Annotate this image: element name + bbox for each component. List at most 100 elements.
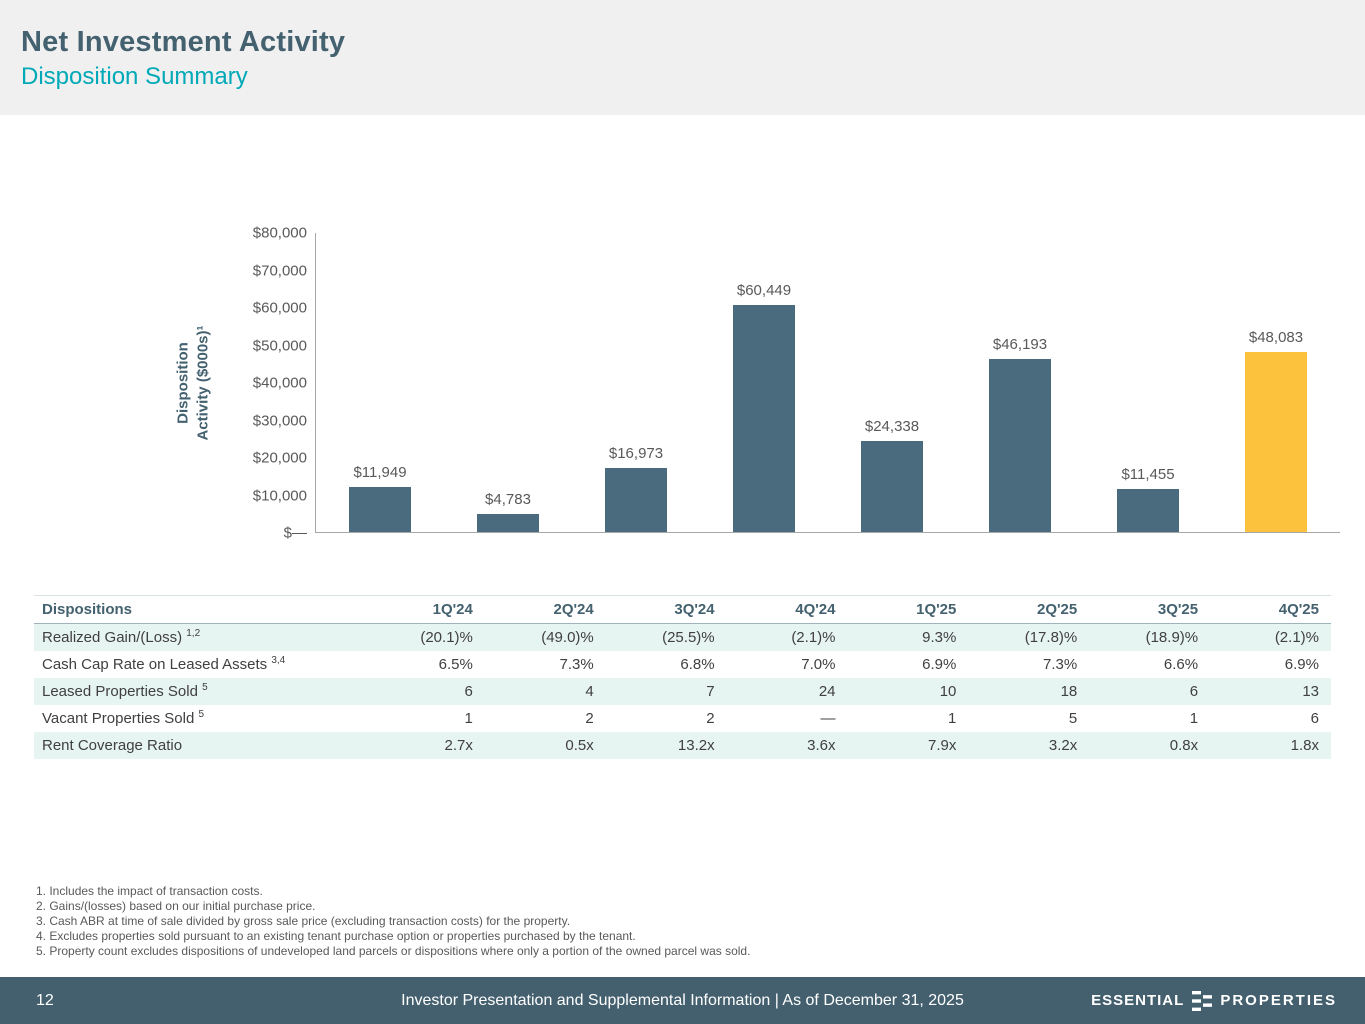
bar xyxy=(349,487,411,532)
table-cell: 7.3% xyxy=(1043,656,1078,673)
slide-footer: 12 Investor Presentation and Supplementa… xyxy=(0,977,1365,1024)
table-cell: 6.5% xyxy=(438,656,473,673)
table-cell: 1 xyxy=(1189,710,1199,727)
dispositions-table-section: Dispositions 1Q'24 2Q'24 3Q'24 4Q'24 1Q'25 2Q'… xyxy=(34,595,1331,759)
table-header-cell: 3Q'25 xyxy=(1089,595,1211,624)
table-body: Realized Gain/(Loss) 1,2 (20.1)% (49.0)% (2… xyxy=(34,623,1331,759)
bar-group-1Q'25: $24,338 xyxy=(828,233,956,532)
bar-group-2Q'24: $4,783 xyxy=(444,233,572,532)
row-label: Cash Cap Rate on Leased Assets 3,4 xyxy=(42,655,286,674)
footer-text: Investor Presentation and Supplemental I… xyxy=(401,991,964,1009)
footnote-reference: 1,2 xyxy=(186,628,201,639)
table-row: Rent Coverage Ratio 2.7x 0.5x 13.2x 3.6x 7.9… xyxy=(34,732,1331,759)
table-cell: 2 xyxy=(585,710,594,727)
table-cell: 3.2x xyxy=(968,732,1090,759)
table-cell: 10 xyxy=(847,678,969,705)
table-cell: (25.5)% xyxy=(605,623,727,651)
bar-value-label: $48,083 xyxy=(1248,328,1304,346)
table-cell: 6.9% xyxy=(1284,656,1319,673)
table-cell: 6.9% xyxy=(922,656,957,673)
footnote: 3. Cash ABR at time of sale divided by g… xyxy=(36,914,571,928)
bar xyxy=(989,358,1051,532)
table-header-cell: 1Q'25 xyxy=(847,595,969,624)
y-axis-tick-label: $— xyxy=(283,524,307,542)
table-header-row: Dispositions 1Q'24 2Q'24 3Q'24 4Q'24 1Q'25 2Q'… xyxy=(34,595,1331,624)
dispositions-table: Dispositions 1Q'24 2Q'24 3Q'24 4Q'24 1Q'25 2Q'… xyxy=(34,595,1331,759)
table-cell: 6 xyxy=(364,678,485,705)
table-header-row: Dispositions 1Q'24 2Q'24 3Q'24 4Q'24 1Q'25 2Q'… xyxy=(34,595,1331,624)
table-cell: (2.1)% xyxy=(726,623,848,651)
footnote: 1. Includes the impact of transaction co… xyxy=(36,884,263,898)
table-header-cell: 2Q'24 xyxy=(484,595,606,624)
y-axis-tick-label: $70,000 xyxy=(252,262,307,279)
bar-value-label: $11,455 xyxy=(1121,466,1175,484)
slide-header: Net Investment Activity Disposition Summ… xyxy=(0,0,1365,115)
y-axis-tick-label: $30,000 xyxy=(252,412,307,429)
footnote: 4. Excludes properties sold pursuant to … xyxy=(36,929,636,943)
table-cell: 3.6x xyxy=(726,732,848,759)
bar xyxy=(1245,351,1307,532)
footnotes: 1. Includes the impact of transaction co… xyxy=(36,884,1331,959)
bar xyxy=(861,440,923,532)
table-cell: 7.9x xyxy=(847,732,969,759)
table-header-cell: 4Q'24 xyxy=(726,595,848,624)
table-header-cell: Dispositions xyxy=(34,595,364,624)
table-cell: 1 xyxy=(464,710,473,727)
table-cell: (17.8)% xyxy=(968,623,1090,651)
table-cell: (49.0)% xyxy=(484,623,606,651)
table-cell: 2 xyxy=(706,710,715,727)
bar-group-2Q'25: $46,193 xyxy=(956,233,1084,532)
table-cell: 7.3% xyxy=(559,656,594,673)
row-label: Leased Properties Sold 5 xyxy=(34,678,364,705)
page-title: Net Investment Activity xyxy=(21,26,346,58)
table-row: Vacant Properties Sold 5 1 2 2 — 1 5 1 6 xyxy=(34,705,1331,732)
bar xyxy=(605,468,667,532)
bar-value-label: $24,338 xyxy=(864,417,920,435)
y-axis-tick-label: $60,000 xyxy=(252,299,307,317)
row-label: Realized Gain/(Loss) 1,2 xyxy=(34,623,364,651)
table-cell: 7 xyxy=(605,678,727,705)
plot-area: $11,949 $4,783 $16,973 $60,449 $24,338 $46,19… xyxy=(315,233,1340,533)
table-cell: 6.6% xyxy=(1163,656,1199,673)
footnote: 2. Gains/(losses) based on our initial p… xyxy=(36,899,316,913)
bar xyxy=(1117,489,1179,532)
bar-group-3Q'25: $11,455 xyxy=(1084,233,1212,532)
y-axis-tick-label: $40,000 xyxy=(252,374,307,392)
table-cell: 24 xyxy=(726,678,848,705)
table-cell: 5 xyxy=(1068,710,1078,727)
table-cell: 13 xyxy=(1210,678,1331,705)
bar xyxy=(477,514,539,532)
table-cell: 4 xyxy=(484,678,606,705)
table-row: Realized Gain/(Loss) 1,2 (20.1)% (49.0)% (2… xyxy=(34,623,1331,651)
footnote-reference: 3,4 xyxy=(271,655,286,666)
bar-value-label: $46,193 xyxy=(992,335,1048,353)
table-cell: 18 xyxy=(968,678,1090,705)
table-cell: (18.9)% xyxy=(1089,623,1211,651)
bar-group-4Q'25: $48,083 xyxy=(1212,233,1340,532)
table-row: Cash Cap Rate on Leased Assets 3,4 6.5% 7.… xyxy=(34,651,1331,678)
table-cell: 0.8x xyxy=(1089,732,1211,759)
disposition-bar-chart: Disposition Activity ($000s)¹ $80,000 $70… xyxy=(170,225,1340,542)
row-label: Rent Coverage Ratio xyxy=(34,732,364,759)
table-cell: 2.7x xyxy=(364,732,485,759)
table-row: Leased Properties Sold 5 6 4 7 24 10 18 6 13 xyxy=(34,678,1331,705)
y-axis-title: Disposition Activity ($000s)¹ xyxy=(174,325,211,441)
bar-value-label: $4,783 xyxy=(485,491,531,509)
table-header-cell: 1Q'24 xyxy=(364,595,485,624)
table-cell: 1.8x xyxy=(1210,732,1331,759)
y-axis-tick-label: $10,000 xyxy=(252,487,307,504)
table-header-cell: 3Q'24 xyxy=(605,595,727,624)
y-axis-tick-label: $80,000 xyxy=(252,224,307,242)
table-cell: 6 xyxy=(1089,678,1211,705)
page-subtitle: Disposition Summary xyxy=(21,63,248,90)
footnote-reference: 5 xyxy=(198,709,205,720)
bar-group-3Q'24: $16,973 xyxy=(572,233,700,532)
essential-properties-logo-icon xyxy=(1192,990,1213,1012)
table-cell: (20.1)% xyxy=(364,623,485,651)
essential-properties-logo: ESSENTIAL PROPERTIES xyxy=(1091,990,1337,1012)
y-axis-tick-labels: $80,000 $70,000 $60,000 $50,000 $40,000 $30,0… xyxy=(215,225,315,542)
table-cell: 6 xyxy=(1310,710,1319,727)
page-number: 12 xyxy=(36,991,54,1009)
bar xyxy=(733,305,795,532)
